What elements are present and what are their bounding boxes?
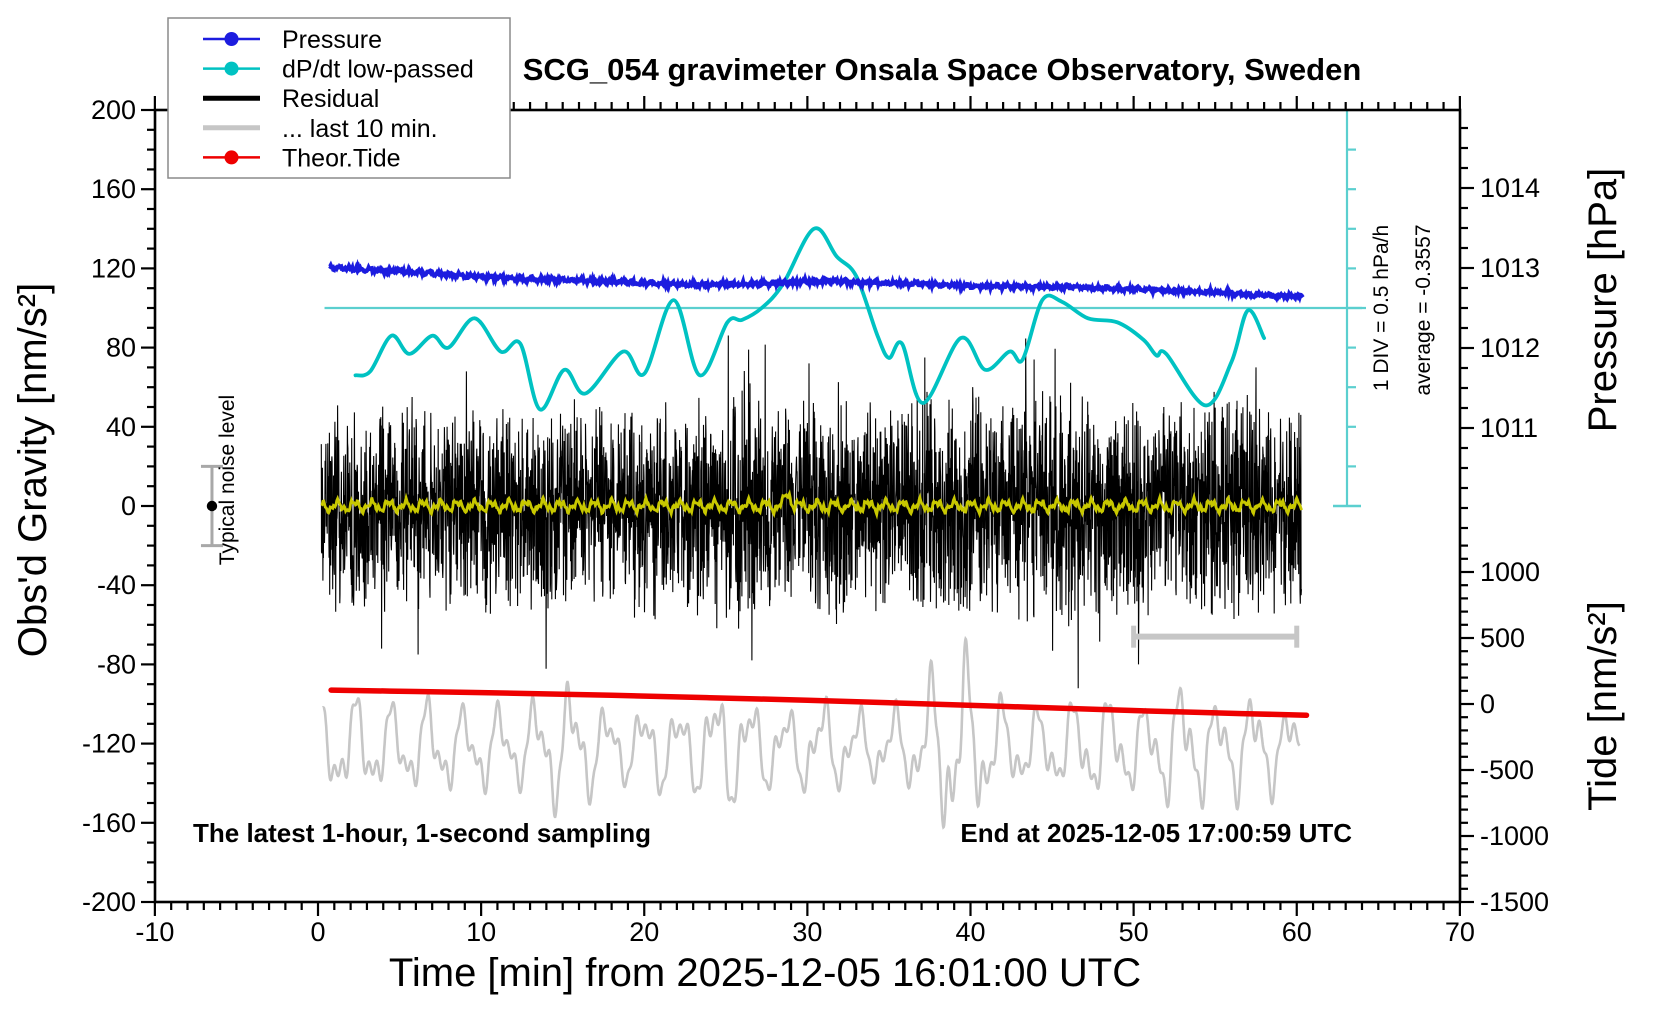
gravity-tick-label: -80: [97, 649, 136, 679]
x-tick-label: 70: [1445, 917, 1475, 947]
curves-layer: [320, 226, 1362, 830]
legend-item-theor-tide: Theor.Tide: [203, 144, 401, 172]
noise-level-marker: [200, 464, 223, 548]
theor-tide-curve: [328, 687, 1310, 718]
x-axis-title: Time [min] from 2025-12-05 16:01:00 UTC: [389, 951, 1141, 995]
gravity-tick-label: -120: [82, 729, 136, 759]
pressure-tick-label: 1014: [1480, 173, 1540, 203]
gravity-tick-label: 160: [91, 174, 136, 204]
plot-canvas: -10 0 10 20 30 40 50 60 70 200 160 120 80 40 0 -40 -80 -1…: [82, 95, 1549, 947]
gravity-tick-label: 80: [106, 333, 136, 363]
tide-tick-label: -500: [1480, 755, 1534, 785]
sampling-note: The latest 1-hour, 1-second sampling: [193, 818, 651, 848]
legend-label: Theor.Tide: [282, 144, 401, 172]
smoothed-residual-curve: [320, 489, 1303, 520]
tide-tick-label: 0: [1480, 689, 1495, 719]
dpdt-curve: [353, 226, 1266, 412]
tide-tick-label: 500: [1480, 623, 1525, 653]
gravity-axis-title: Obs'd Gravity [nm/s²]: [11, 283, 55, 657]
noise-level-label: Typical noise level: [216, 395, 239, 565]
gravity-tick-label: -200: [82, 887, 136, 917]
axes-frame: -10 0 10 20 30 40 50 60 70 200 160 120 80 40 0 -40 -80 -1…: [82, 95, 1549, 947]
labels-layer: SCG_054 gravimeter Onsala Space Observat…: [11, 52, 1625, 995]
x-tick-label: 30: [792, 917, 822, 947]
tide-tick-label: -1500: [1480, 887, 1549, 917]
x-tick-label: 50: [1119, 917, 1149, 947]
gravity-tick-label: 40: [106, 412, 136, 442]
x-tick-label: -10: [135, 917, 174, 947]
legend-label: dP/dt low-passed: [282, 56, 474, 84]
x-tick-label: 20: [629, 917, 659, 947]
x-tick-label: 40: [955, 917, 985, 947]
pressure-curve: [328, 258, 1305, 304]
average-note: average = -0.3557: [1412, 224, 1435, 395]
x-tick-label: 10: [466, 917, 496, 947]
pressure-tick-label: 1013: [1480, 253, 1540, 283]
plot-title: SCG_054 gravimeter Onsala Space Observat…: [523, 52, 1362, 87]
x-tick-label: 60: [1282, 917, 1312, 947]
legend-item-residual: Residual: [203, 85, 379, 113]
legend-marker-dot: [224, 150, 239, 165]
legend-item-pressure: Pressure: [203, 26, 382, 54]
pressure-tick-label: 1012: [1480, 333, 1540, 363]
legend-item-dp-dt-low-passed: dP/dt low-passed: [203, 56, 474, 84]
pressure-axis-title: Pressure [hPa]: [1581, 168, 1625, 433]
legend-label: ... last 10 min.: [282, 115, 438, 143]
gravity-tick-label: 120: [91, 253, 136, 283]
legend-label: Pressure: [282, 26, 382, 54]
gravity-tick-label: -160: [82, 808, 136, 838]
legend-label: Residual: [282, 85, 379, 113]
last10min-curve: [321, 635, 1301, 830]
div-scale-note: 1 DIV = 0.5 hPa/h: [1370, 225, 1393, 391]
tide-tick-label: 1000: [1480, 557, 1540, 587]
x-tick-label: 0: [310, 917, 325, 947]
legend-marker-dot: [224, 32, 239, 46]
gravity-tick-label: 200: [91, 95, 136, 125]
tide-axis-title: Tide [nm/s²]: [1581, 601, 1625, 811]
last10min-range-bar: [1131, 625, 1300, 648]
pressure-tick-label: 1011: [1480, 413, 1538, 443]
end-time-note: End at 2025-12-05 17:00:59 UTC: [960, 818, 1352, 848]
gravity-tick-label: 0: [121, 491, 136, 521]
legend-item--last-10-min-: ... last 10 min.: [203, 115, 438, 143]
legend-marker-dot: [224, 61, 239, 76]
tide-tick-label: -1000: [1480, 821, 1549, 851]
gravity-tick-label: -40: [97, 570, 136, 600]
dpdt-scale-bar: [1333, 110, 1366, 508]
